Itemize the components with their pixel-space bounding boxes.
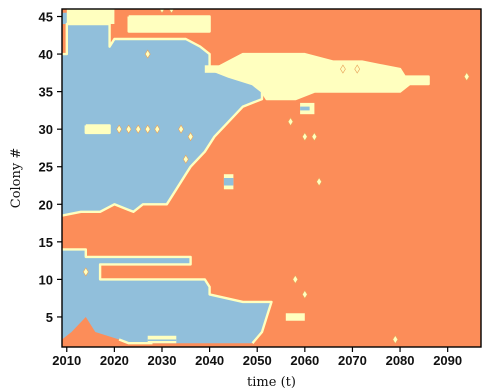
state-point-15: [182, 154, 189, 164]
x-tick-label-7: 2080: [386, 353, 415, 368]
state-border-0: [62, 22, 264, 217]
plot-area: [62, 9, 481, 347]
x-tick-label-5: 2060: [290, 353, 319, 368]
state-border-3: [127, 15, 211, 33]
y-tick-label-3: 20: [39, 197, 53, 212]
x-tick-label-6: 2070: [338, 353, 367, 368]
state-region-12: [223, 178, 234, 186]
y-tick-label-4: 25: [39, 160, 53, 175]
y-tick-label-1: 10: [39, 272, 53, 287]
x-tick-label-0: 2010: [52, 353, 81, 368]
state-point-12: [301, 289, 308, 299]
state-point-16: [463, 72, 470, 82]
state-point-8: [287, 117, 294, 127]
x-tick-label-3: 2040: [195, 353, 224, 368]
x-tick-label-8: 2090: [433, 353, 462, 368]
state-region-11: [285, 313, 305, 321]
y-tick-label-2: 15: [39, 235, 53, 250]
state-point-17: [392, 334, 399, 345]
state-point-4: [144, 124, 151, 134]
state-point-10: [311, 132, 318, 142]
state-point-19: [168, 9, 175, 14]
y-tick-label-0: 5: [46, 310, 53, 325]
state-region-10: [147, 335, 177, 344]
x-tick-label-2: 2030: [148, 353, 177, 368]
state-region-15: [147, 339, 177, 341]
x-axis: 2010 2020 2030 2040 2050 2060 2070 2080 2090: [52, 347, 462, 368]
state-point-21: [354, 64, 361, 74]
state-point-3: [135, 124, 142, 134]
state-region-14: [85, 129, 110, 131]
state-region-13: [300, 106, 310, 111]
state-border-4: [84, 124, 111, 135]
y-axis-label: Colony #: [9, 148, 24, 209]
state-point-11: [292, 274, 299, 284]
state-region-1: [62, 249, 272, 344]
plot-frame: [61, 8, 482, 348]
state-region-7: [85, 125, 110, 133]
y-tick-label-8: 45: [39, 10, 53, 25]
state-point-14: [82, 267, 89, 277]
state-region-0: [62, 12, 262, 216]
y-tick-label-7: 40: [39, 47, 53, 62]
state-border-2: [213, 52, 430, 101]
x-tick-label-1: 2020: [100, 353, 129, 368]
state-point-18: [159, 9, 165, 14]
y-tick-label-5: 30: [39, 122, 53, 137]
state-point-0: [144, 49, 151, 59]
y-tick-label-6: 35: [39, 85, 53, 100]
state-point-1: [116, 124, 122, 134]
state-point-9: [301, 132, 308, 142]
state-point-2: [125, 124, 132, 134]
state-point-20: [340, 64, 346, 74]
state-region-6: [66, 9, 115, 24]
state-point-7: [187, 132, 194, 142]
state-point-5: [154, 124, 161, 134]
state-border-1: [62, 248, 273, 344]
x-axis-label: time (t): [247, 375, 296, 390]
state-border-5: [118, 338, 153, 345]
y-axis: 5 10 15 20 25 30 35 40 45: [39, 10, 62, 325]
x-tick-label-4: 2050: [243, 353, 272, 368]
state-region-4: [128, 16, 210, 32]
state-point-6: [178, 124, 184, 134]
state-point-13: [316, 177, 322, 187]
